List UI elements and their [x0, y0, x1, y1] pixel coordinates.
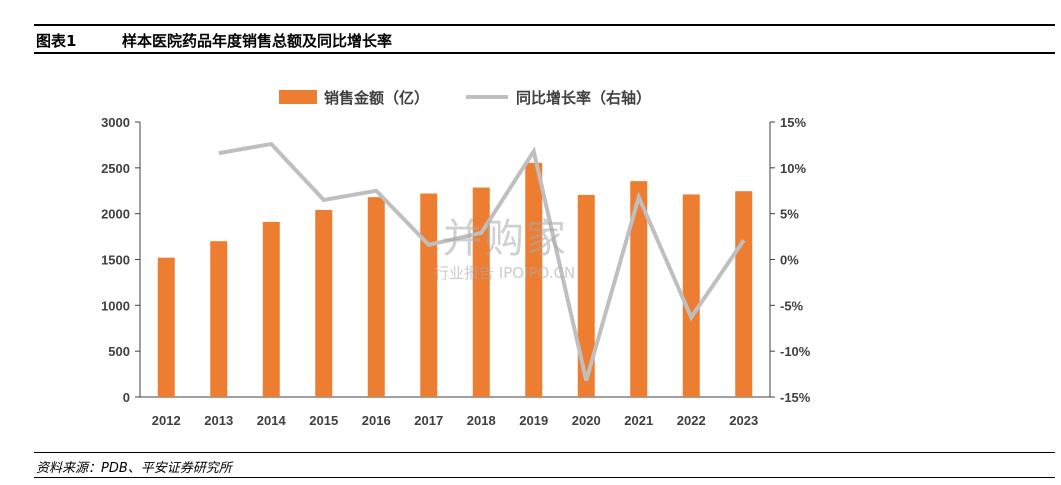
right-tick-label: 0%	[780, 253, 799, 268]
x-tick-label: 2020	[572, 413, 601, 428]
bar	[472, 187, 490, 397]
x-tick-label: 2018	[467, 413, 496, 428]
x-tick-label: 2012	[152, 413, 181, 428]
figure-title: 样本医院药品年度销售总额及同比增长率	[122, 32, 393, 50]
x-tick-label: 2017	[414, 413, 443, 428]
bar	[315, 210, 333, 397]
x-tick-label: 2013	[204, 413, 233, 428]
left-tick-label: 1000	[101, 298, 130, 313]
legend-label-bar: 销售金额（亿）	[324, 89, 429, 107]
watermark-sub: 行业报告 IPOIPO.CN	[434, 264, 576, 282]
left-tick-label: 3000	[101, 115, 130, 130]
right-tick-label: 10%	[780, 161, 806, 176]
x-tick-label: 2014	[257, 413, 287, 428]
bar	[210, 241, 228, 397]
bar	[367, 197, 385, 397]
figure-footer: 资料来源：PDB、平安证券研究所	[34, 452, 1055, 478]
right-tick-label: -5%	[780, 298, 804, 313]
x-tick-label: 2015	[309, 413, 338, 428]
bar	[682, 194, 700, 397]
bar	[735, 191, 753, 397]
bar	[630, 181, 648, 397]
left-tick-label: 1500	[101, 253, 130, 268]
right-tick-label: -15%	[780, 390, 811, 405]
bar	[157, 257, 175, 397]
bar	[525, 162, 543, 397]
x-tick-label: 2022	[677, 413, 706, 428]
figure-header: 图表1 样本医院药品年度销售总额及同比增长率	[34, 24, 1055, 54]
right-tick-label: -10%	[780, 344, 811, 359]
x-tick-label: 2019	[519, 413, 548, 428]
left-tick-label: 2000	[101, 207, 130, 222]
right-tick-label: 15%	[780, 115, 806, 130]
watermark-main: 并购家	[442, 216, 568, 262]
left-tick-label: 0	[123, 390, 130, 405]
bar	[577, 194, 595, 397]
source-note: 资料来源：PDB、平安证券研究所	[36, 461, 232, 476]
x-tick-label: 2021	[624, 413, 653, 428]
bar	[262, 221, 280, 397]
figure-label: 图表1	[36, 32, 77, 50]
legend-label-line: 同比增长率（右轴）	[516, 89, 651, 107]
left-tick-label: 500	[108, 344, 130, 359]
right-tick-label: 5%	[780, 207, 799, 222]
x-tick-label: 2016	[362, 413, 391, 428]
legend-swatch-bar	[279, 90, 317, 104]
left-tick-label: 2500	[101, 161, 130, 176]
bar	[420, 193, 438, 397]
x-tick-label: 2023	[729, 413, 758, 428]
